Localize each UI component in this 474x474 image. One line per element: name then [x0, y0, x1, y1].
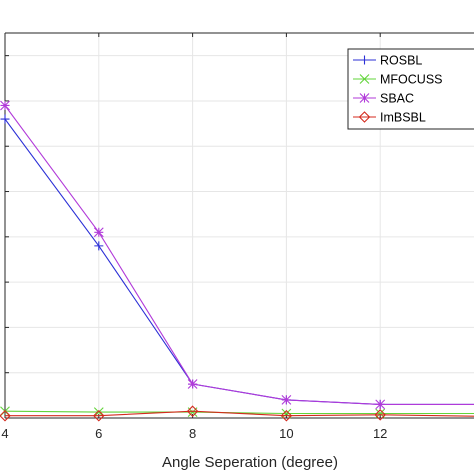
mfocuss-marker [281, 408, 292, 419]
series-mfocuss [0, 406, 474, 419]
rosbl-marker [94, 241, 104, 251]
series-sbac [0, 100, 474, 410]
legend-imbsbl-marker [358, 111, 371, 123]
series-line-imbsbl [5, 410, 474, 417]
sbac-marker [187, 379, 198, 389]
x-tick-label: 4 [1, 426, 8, 441]
x-tick-label: 6 [95, 426, 102, 441]
x-axis-label: Angle Seperation (degree) [162, 454, 338, 471]
sbac-marker [281, 394, 292, 405]
series-imbsbl [0, 405, 474, 422]
imbsbl-marker [93, 409, 105, 422]
series-line-rosbl [4, 118, 474, 405]
rosbl-marker [0, 114, 10, 124]
x-tick-label: 10 [279, 426, 293, 441]
imbsbl-marker [0, 409, 11, 422]
sbac-marker [0, 100, 10, 111]
imbsbl-marker [280, 409, 293, 422]
x-tick-label: 8 [189, 426, 196, 441]
series-rosbl [0, 114, 474, 409]
legend-sbac-marker [359, 93, 370, 103]
legend-label-imbsbl: ImBSBL [380, 111, 426, 125]
sbac-marker [375, 399, 386, 410]
series-lines [0, 100, 474, 422]
legend-label-mfocuss: MFOCUSS [380, 73, 443, 87]
legend-label-sbac: SBAC [380, 92, 414, 106]
series-line-sbac [4, 105, 474, 405]
tick-labels: 4 6 8 10 12 [1, 426, 387, 441]
imbsbl-marker [186, 405, 199, 417]
x-tick-label: 12 [373, 426, 387, 441]
legend-mfocuss-marker [359, 74, 370, 84]
series-line-mfocuss [4, 410, 474, 415]
legend-box [347, 48, 474, 130]
legend-label-rosbl: ROSBL [380, 54, 422, 68]
axes [4, 32, 474, 419]
imbsbl-marker [374, 409, 386, 421]
legend: ROSBL MFOCUSS SBAC ImBSBL [347, 48, 474, 130]
legend-rosbl-marker [360, 55, 369, 65]
sbac-marker [93, 227, 104, 238]
